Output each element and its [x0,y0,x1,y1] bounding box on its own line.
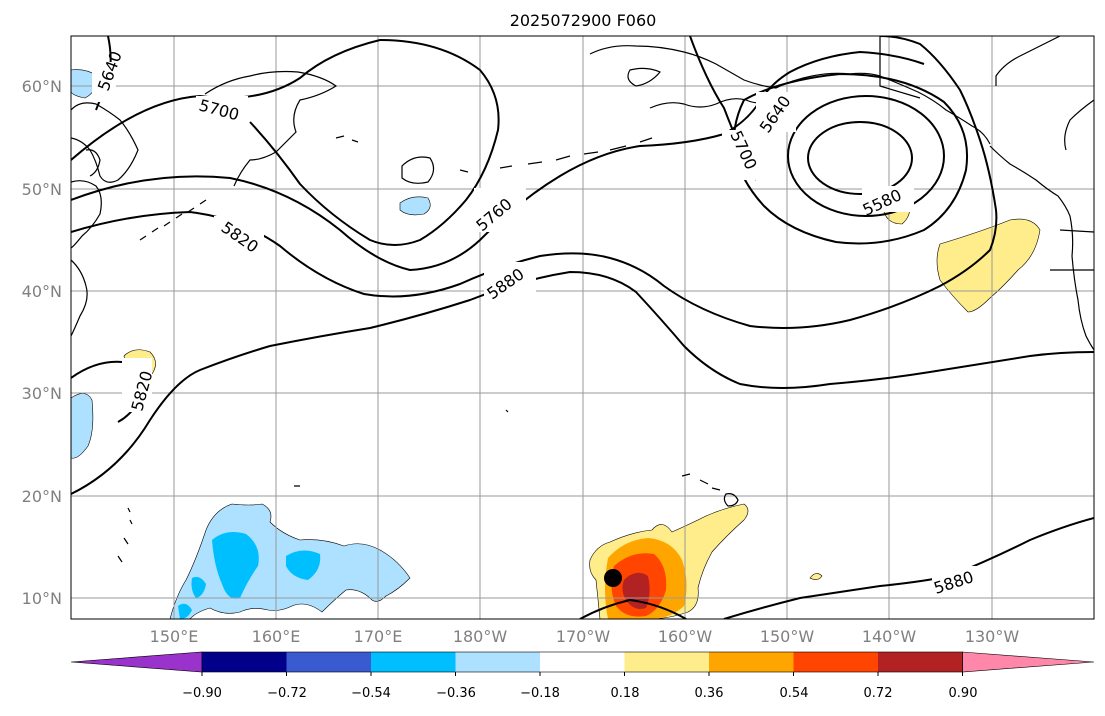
coast-specks [117,409,509,563]
coastlines [71,36,1094,563]
lat-labels: 60°N 50°N 40°N 30°N 20°N 10°N [22,77,62,608]
coast-alaska-north [589,45,991,145]
lon-label: 150°E [150,627,199,646]
colorbar-segment [540,652,625,672]
shade-neg-west [71,393,94,459]
colorbar-extend-high [962,651,1095,673]
shade-pos-ne [936,218,1041,313]
colorbar-segment [793,652,879,672]
contour-labels: 5640 5700 5640 5700 5580 5760 5820 5880 … [92,49,988,598]
colorbar-segment [878,652,963,672]
coast-alaska-peninsula [649,98,773,109]
colorbar-tick-label: −0.90 [182,686,222,701]
colorbar-segment [371,652,456,672]
colorbar-segment [709,652,794,672]
colorbar-segment [286,652,372,672]
colorbar-segment [455,652,541,672]
coast-us-west [1069,215,1094,351]
colorbar-tick-label: −0.18 [520,686,560,701]
coast-asia-sakhalin [71,180,102,249]
lon-label: 140°W [862,627,917,646]
map-frame [70,35,1095,620]
shade-neg-sw-core1 [212,532,259,599]
storm-center-marker [604,569,622,587]
map-title: 2025072900 F060 [510,11,657,30]
lat-label: 40°N [22,282,62,301]
coast-japan [71,259,88,337]
lon-label: 160°W [658,627,713,646]
lat-label: 50°N [22,180,62,199]
contour-low-ring-1 [807,121,913,195]
coast-alaska-west [627,67,661,87]
colorbar-segment [624,652,710,672]
colorbar-tick-label: 0.36 [695,686,724,701]
lat-label: 10°N [22,589,62,608]
colorbar-tick-label: −0.36 [436,686,476,701]
contour-5880-south-b [723,517,1094,619]
coast-canada-inner [995,36,1061,86]
contour-5880-south-a [579,598,687,619]
map-content: 5640 5700 5640 5700 5580 5760 5820 5880 … [71,36,1094,619]
coast-hawaii [681,473,739,507]
lon-labels: 150°E 160°E 170°E 180°W 170°W 160°W 150°… [150,627,1020,646]
lat-label: 20°N [22,487,62,506]
coast-canada-east [1064,99,1094,151]
colorbar-tick-label: 0.18 [611,686,640,701]
lat-label: 30°N [22,384,62,403]
coast-state-lines [1050,229,1094,271]
contour-5880-north [71,270,1094,495]
colorbar-tick-label: −0.54 [351,686,391,701]
colorbar-tick-label: 0.72 [864,686,893,701]
coast-island-commander [401,156,435,184]
lon-label: 180°W [453,627,508,646]
colorbar-segment [202,652,287,672]
colorbar [70,651,1095,676]
shade-neg-aleut [399,196,431,216]
colorbar-tick-label: −0.72 [267,686,307,701]
colorbar-outline [201,651,963,673]
lon-label: 130°W [965,627,1020,646]
shade-neg-sw-core2 [286,550,321,580]
coast-bc [989,145,1071,217]
lon-label: 160°E [252,627,301,646]
contour-low-ring-2 [787,95,945,217]
lat-label: 60°N [22,77,62,96]
shade-neg-sw-core3 [191,576,206,598]
coast-chukotka [204,70,338,187]
coast-aleutians [335,135,653,173]
coast-kamchatka-tip [85,149,101,177]
shade-pos-tiny [809,573,823,580]
lon-label: 150°W [760,627,815,646]
contour-5760 [71,50,925,272]
gridlines [71,36,1094,619]
colorbar-ticks: −0.90 −0.72 −0.54 −0.36 −0.18 0.18 0.36 … [182,686,977,701]
colorbar-extend-low [70,651,203,673]
shade-neg-sw-core4 [178,603,192,619]
lon-label: 170°W [556,627,611,646]
colorbar-tick-label: 0.90 [949,686,978,701]
lon-label: 170°E [354,627,403,646]
coast-kurils [139,199,207,241]
coast-boundary-yukon [879,36,921,99]
contour-5820 [71,36,998,329]
colorbar-tick-label: 0.54 [780,686,809,701]
